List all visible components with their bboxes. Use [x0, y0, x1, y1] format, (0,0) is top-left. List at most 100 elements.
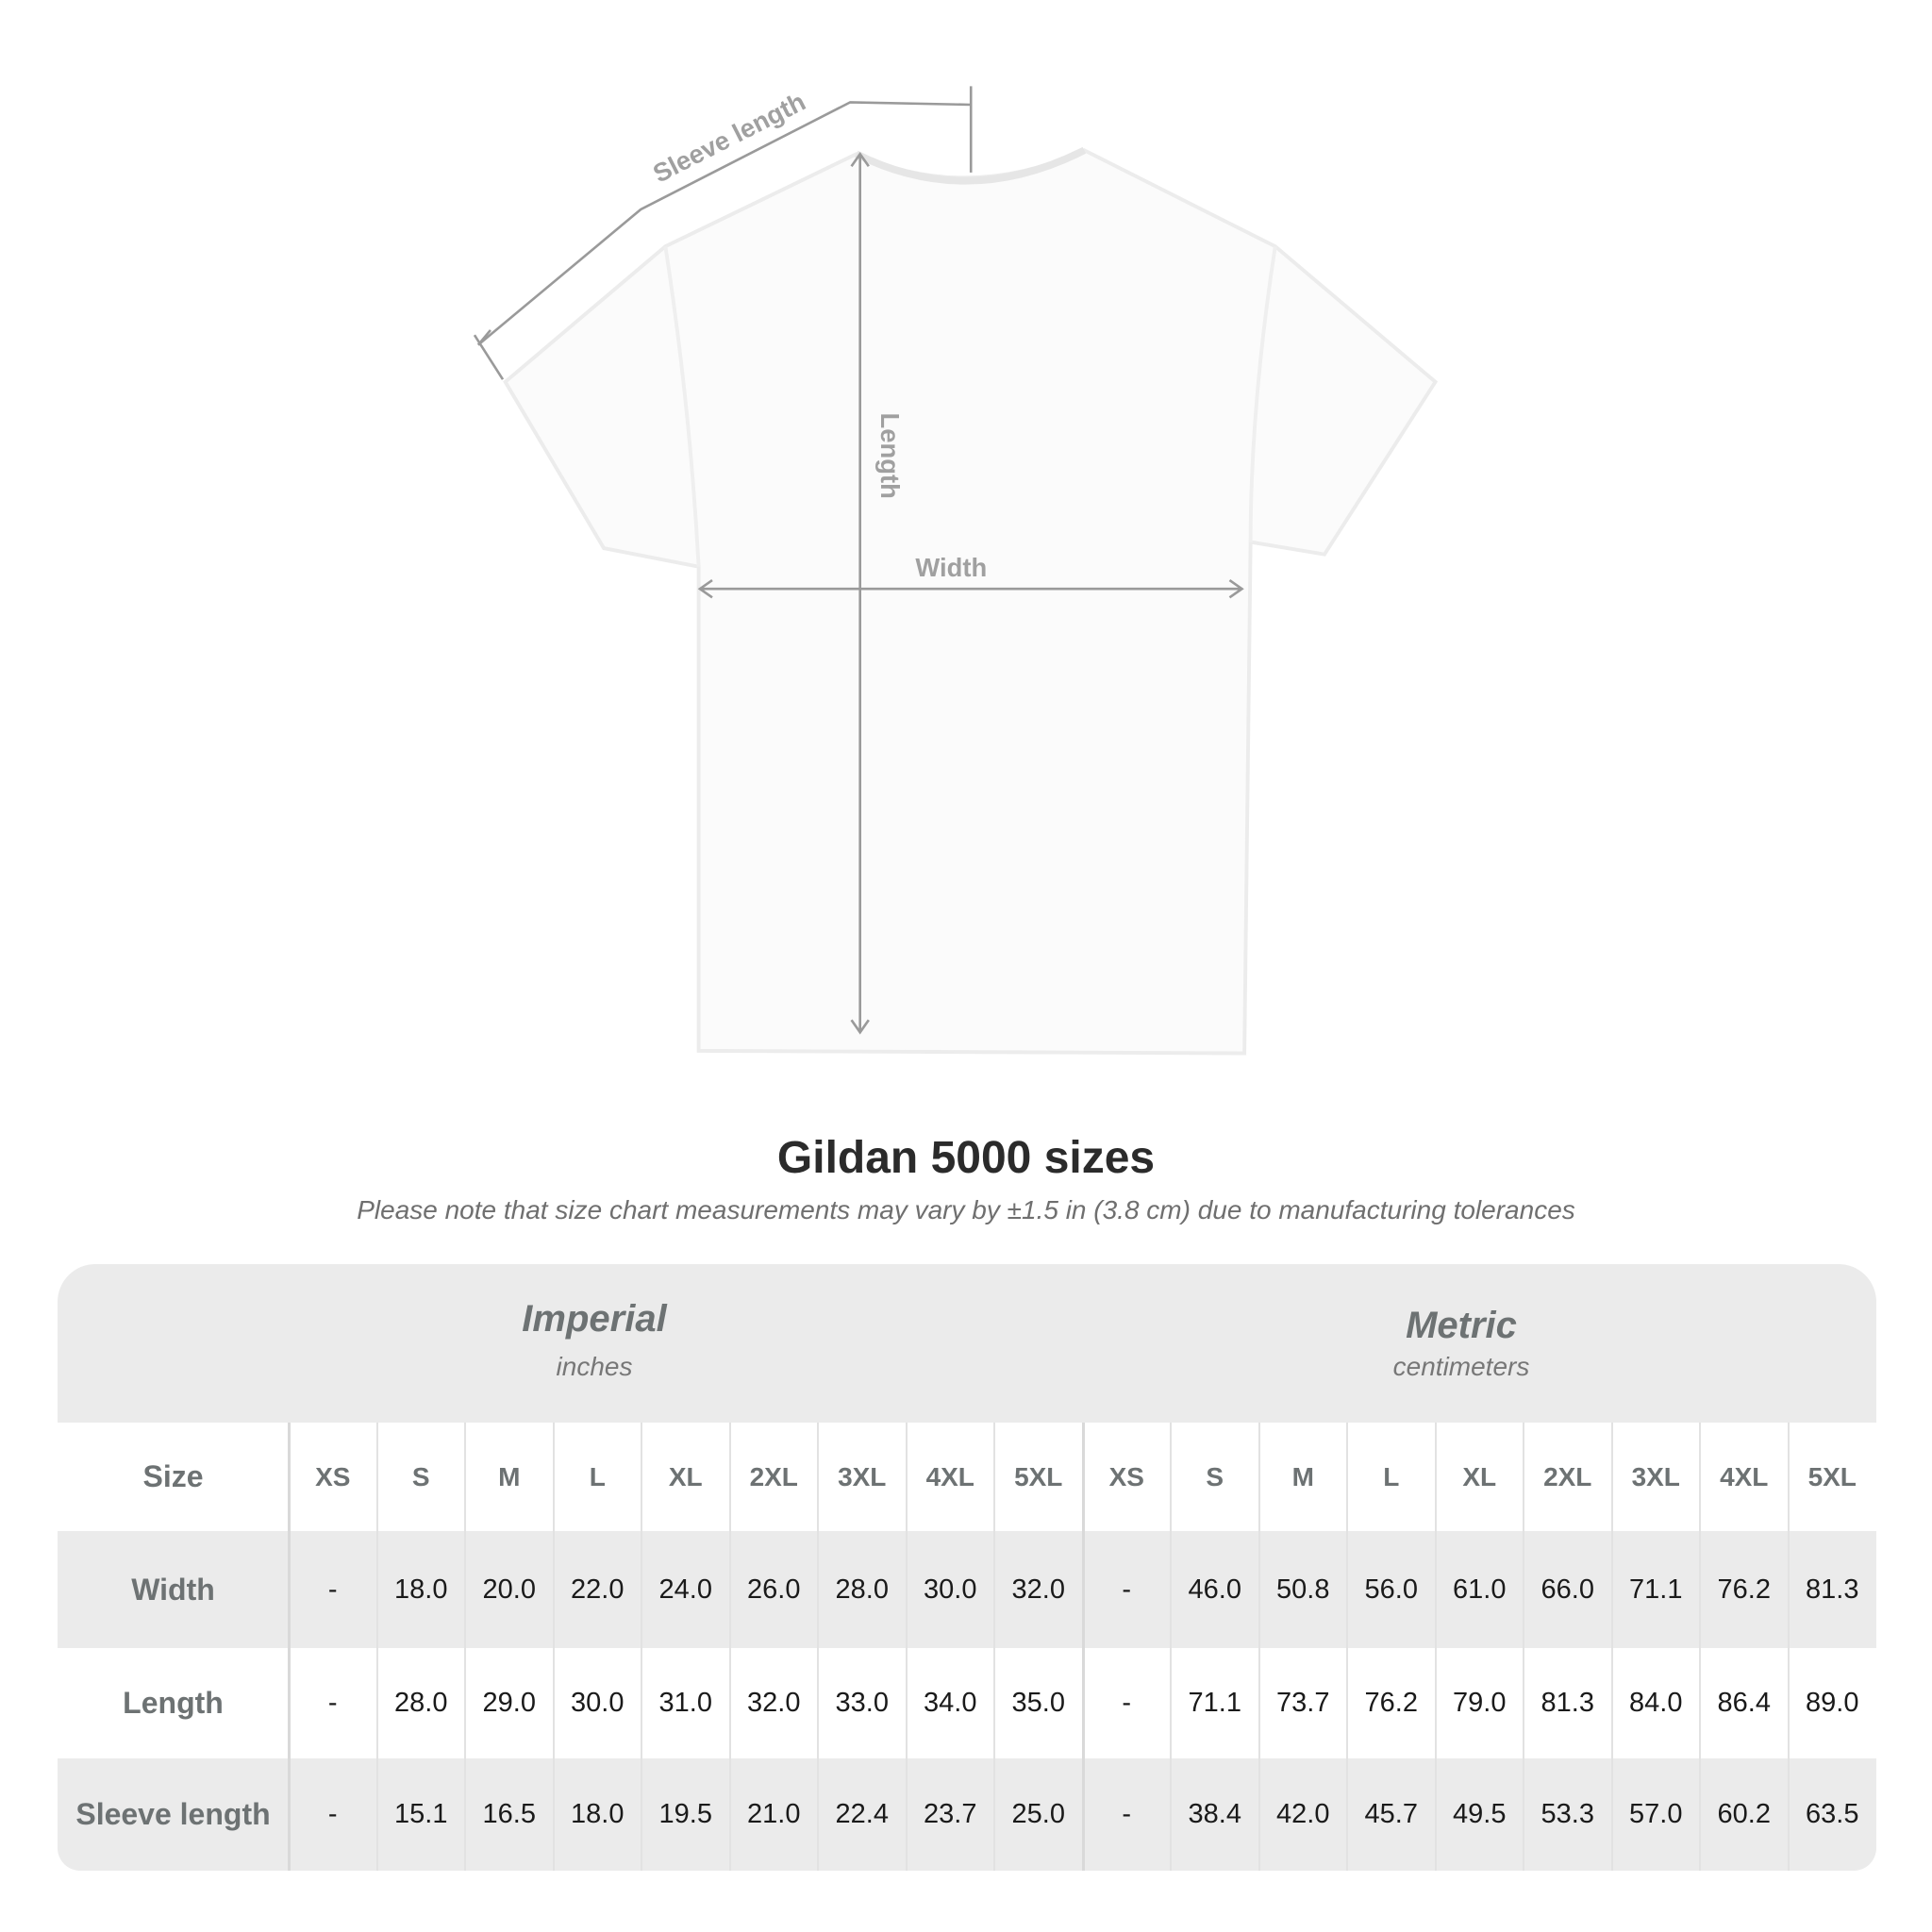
- metric-value: -: [1122, 1574, 1132, 1605]
- metric-value: 50.8: [1276, 1574, 1330, 1605]
- tshirt-diagram: Sleeve length Length Width: [473, 86, 1439, 1056]
- row-label-length: Length: [123, 1686, 224, 1720]
- header-band: [58, 1264, 1876, 1423]
- metric-size-5xl: 5XL: [1807, 1461, 1857, 1491]
- imperial-value: 34.0: [924, 1688, 977, 1718]
- column-divider: [1523, 1423, 1524, 1871]
- imperial-value: 29.0: [482, 1688, 536, 1718]
- metric-value: 38.4: [1188, 1799, 1241, 1829]
- metric-value: 76.2: [1717, 1574, 1771, 1605]
- imperial-value: 18.0: [571, 1799, 625, 1829]
- imperial-value: 15.1: [394, 1799, 448, 1829]
- column-divider: [464, 1423, 466, 1871]
- metric-value: 46.0: [1188, 1574, 1241, 1605]
- imperial-value: 18.0: [394, 1574, 448, 1605]
- column-divider: [1081, 1423, 1085, 1871]
- imperial-value: 16.5: [482, 1799, 536, 1829]
- column-divider: [375, 1423, 378, 1871]
- metric-value: 81.3: [1541, 1688, 1594, 1718]
- metric-value: -: [1122, 1688, 1132, 1718]
- row-label-sleeve-length: Sleeve length: [75, 1797, 271, 1831]
- imperial-unit: inches: [556, 1352, 633, 1381]
- metric-value: 42.0: [1276, 1799, 1330, 1829]
- metric-size-xs: XS: [1108, 1461, 1144, 1491]
- metric-value: 60.2: [1717, 1799, 1771, 1829]
- imperial-value: 30.0: [571, 1688, 625, 1718]
- metric-value: 71.1: [1188, 1688, 1241, 1718]
- imperial-value: -: [327, 1688, 338, 1718]
- imperial-value: 30.0: [924, 1574, 977, 1605]
- metric-value: 45.7: [1364, 1799, 1418, 1829]
- imperial-value: 32.0: [1011, 1574, 1065, 1605]
- imperial-value: 28.0: [835, 1574, 889, 1605]
- metric-value: 57.0: [1629, 1799, 1683, 1829]
- imperial-size-5xl: 5XL: [1014, 1461, 1063, 1491]
- metric-size-s: S: [1206, 1461, 1224, 1491]
- column-divider: [1787, 1423, 1790, 1871]
- metric-unit: centimeters: [1392, 1352, 1530, 1381]
- imperial-value: 35.0: [1011, 1688, 1065, 1718]
- imperial-size-4xl: 4XL: [925, 1461, 974, 1491]
- row-label-width: Width: [131, 1572, 215, 1607]
- imperial-value: 19.5: [658, 1799, 712, 1829]
- metric-value: 84.0: [1629, 1688, 1683, 1718]
- width-label: Width: [915, 553, 987, 582]
- imperial-size-xl: XL: [668, 1461, 703, 1491]
- imperial-value: -: [327, 1574, 338, 1605]
- metric-value: 86.4: [1717, 1688, 1771, 1718]
- imperial-value: 24.0: [658, 1574, 712, 1605]
- imperial-value: 28.0: [394, 1688, 448, 1718]
- size-chart-table: Imperial inches Metric centimeters Size X…: [58, 1264, 1876, 1871]
- metric-value: 76.2: [1364, 1688, 1418, 1718]
- metric-value: 61.0: [1453, 1574, 1507, 1605]
- page-title: Gildan 5000 sizes: [776, 1133, 1156, 1183]
- imperial-value: 22.4: [835, 1799, 889, 1829]
- column-divider: [1257, 1423, 1260, 1871]
- imperial-value: 20.0: [482, 1574, 536, 1605]
- sleeve-row-band: [58, 1758, 1876, 1871]
- metric-size-m: M: [1291, 1461, 1314, 1491]
- tshirt-image: [503, 148, 1439, 1056]
- imperial-value: 21.0: [747, 1799, 801, 1829]
- column-divider: [817, 1423, 819, 1871]
- imperial-value: 33.0: [835, 1688, 889, 1718]
- imperial-size-2xl: 2XL: [749, 1461, 798, 1491]
- column-divider: [288, 1423, 291, 1871]
- column-divider: [1699, 1423, 1701, 1871]
- metric-value: 56.0: [1364, 1574, 1418, 1605]
- metric-value: 73.7: [1276, 1688, 1330, 1718]
- imperial-size-s: S: [411, 1461, 430, 1491]
- column-divider: [1346, 1423, 1348, 1871]
- imperial-value: 32.0: [747, 1688, 801, 1718]
- metric-value: 53.3: [1541, 1799, 1594, 1829]
- column-divider: [728, 1423, 731, 1871]
- size-header: Size: [142, 1459, 204, 1493]
- imperial-heading: Imperial: [522, 1298, 667, 1340]
- metric-size-2xl: 2XL: [1543, 1461, 1592, 1491]
- metric-value: 49.5: [1453, 1799, 1507, 1829]
- imperial-value: 23.7: [924, 1799, 977, 1829]
- width-row-band: [58, 1531, 1876, 1648]
- column-divider: [993, 1423, 995, 1871]
- metric-heading: Metric: [1406, 1305, 1517, 1346]
- metric-size-l: L: [1383, 1461, 1400, 1491]
- metric-value: 79.0: [1453, 1688, 1507, 1718]
- imperial-value: -: [327, 1799, 338, 1829]
- length-label: Length: [875, 412, 905, 498]
- metric-value: -: [1122, 1799, 1132, 1829]
- metric-value: 71.1: [1629, 1574, 1683, 1605]
- metric-size-3xl: 3XL: [1631, 1461, 1680, 1491]
- imperial-size-xs: XS: [315, 1461, 351, 1491]
- imperial-value: 22.0: [571, 1574, 625, 1605]
- metric-value: 63.5: [1806, 1799, 1859, 1829]
- column-divider: [1170, 1423, 1172, 1871]
- column-divider: [905, 1423, 908, 1871]
- imperial-size-3xl: 3XL: [838, 1461, 887, 1491]
- metric-size-4xl: 4XL: [1720, 1461, 1769, 1491]
- imperial-size-l: L: [589, 1461, 606, 1491]
- column-divider: [641, 1423, 642, 1871]
- column-divider: [1610, 1423, 1613, 1871]
- metric-value: 89.0: [1806, 1688, 1859, 1718]
- sleeve-length-label: Sleeve length: [648, 87, 810, 189]
- imperial-value: 26.0: [747, 1574, 801, 1605]
